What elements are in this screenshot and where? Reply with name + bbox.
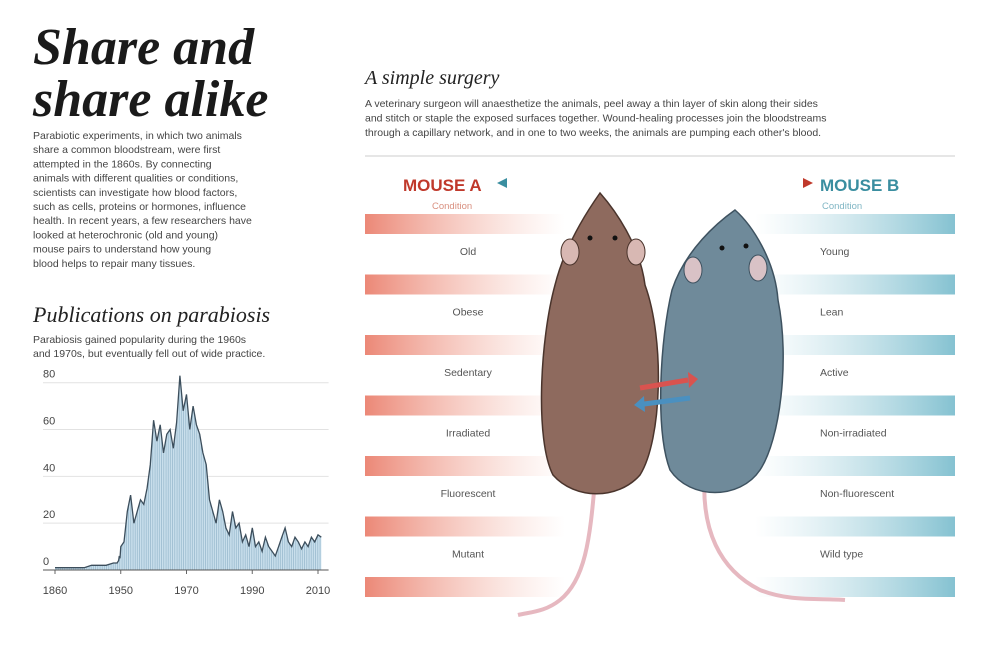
intro-line: blood helps to repair many tissues. <box>33 258 195 270</box>
mouse-a-condition: Mutant <box>452 549 484 561</box>
mouse-b-drawing <box>659 209 846 602</box>
band <box>755 335 955 355</box>
mouse-b-subtitle: Condition <box>822 201 862 212</box>
line <box>55 375 322 569</box>
mouse-a-drawing <box>517 191 660 617</box>
area <box>55 375 322 570</box>
band <box>365 456 565 476</box>
mouse-b-condition: Active <box>820 367 849 379</box>
intro-line: share a common bloodstream, were first <box>33 144 220 156</box>
band <box>365 516 565 537</box>
band <box>755 456 955 476</box>
intro-line: animals with different qualities or cond… <box>33 173 238 185</box>
band <box>755 395 955 416</box>
chart-subtitle-line: and 1970s, but eventually fell out of wi… <box>33 348 265 360</box>
mouse-a-condition: Irradiated <box>446 428 491 440</box>
y-tick-label: 20 <box>43 509 55 521</box>
band <box>755 274 955 295</box>
mouse-a-condition: Obese <box>453 307 484 319</box>
band <box>755 516 955 537</box>
y-tick-label: 40 <box>43 462 55 474</box>
mouse-a-subtitle: Condition <box>432 201 472 212</box>
mouse-b-condition: Wild type <box>820 549 863 561</box>
intro-line: mouse pairs to understand how young <box>33 244 211 256</box>
intro-line: scientists can investigate how blood fac… <box>33 187 237 199</box>
x-tick-label: 2010 <box>306 585 330 597</box>
intro-line: looked at heterochronic (old and young) <box>33 229 218 241</box>
blood-arrows <box>634 372 698 412</box>
mouse-a-condition: Fluorescent <box>441 488 496 500</box>
mouse-a-condition: Old <box>460 246 477 258</box>
mouse-a-label: MOUSE A <box>403 176 482 195</box>
mouse-b-condition: Lean <box>820 307 844 319</box>
band <box>755 577 955 597</box>
surgery-line: through a capillary network, and in one … <box>365 127 821 139</box>
band <box>365 577 565 597</box>
y-tick-label: 60 <box>43 416 55 428</box>
bands <box>365 214 955 597</box>
band <box>365 335 565 355</box>
intro-line: Parabiotic experiments, in which two ani… <box>33 130 242 142</box>
intro: Parabiotic experiments, in which two ani… <box>33 130 252 270</box>
x-tick-label: 1860 <box>43 585 67 597</box>
x-tick-label: 1990 <box>240 585 264 597</box>
conditions: Old Obese Sedentary Irradiated Fluorescent Mu… <box>441 246 895 561</box>
band <box>365 274 565 295</box>
intro-line: health. In recent years, a few researche… <box>33 215 252 227</box>
y-tick-label: 80 <box>43 369 55 381</box>
intro-line: attempted in the 1860s. By connecting <box>33 158 212 170</box>
chart-title: Publications on parabiosis <box>32 302 270 327</box>
mouse-a-condition: Sedentary <box>444 367 493 379</box>
surgery-text: A veterinary surgeon will anaesthetize t… <box>365 98 827 139</box>
band <box>365 214 565 234</box>
mouse-b-condition: Non-fluorescent <box>820 488 894 500</box>
mouse-b-condition: Young <box>820 246 850 258</box>
chart-subtitle-line: Parabiosis gained popularity during the … <box>33 334 246 346</box>
intro-line: such as cells, proteins or hormones, inf… <box>33 201 246 213</box>
mouse-b-label: MOUSE B <box>820 176 899 195</box>
chart-subtitle: Parabiosis gained popularity during the … <box>33 334 265 360</box>
surgery-line: A veterinary surgeon will anaesthetize t… <box>365 98 818 110</box>
chart: 0 20 40 60 80 1860 1950 1970 1990 2010 <box>43 369 330 597</box>
arrow-head <box>803 178 813 188</box>
mouse-b-condition: Non-irradiated <box>820 428 887 440</box>
band <box>755 214 955 234</box>
y-tick-label: 0 <box>43 556 49 568</box>
x-tick-label: 1950 <box>109 585 133 597</box>
title: share alike <box>32 71 268 128</box>
title: Share and <box>33 19 255 76</box>
x-tick-label: 1970 <box>174 585 198 597</box>
surgery-title: A simple surgery <box>363 67 500 89</box>
surgery-line: and stitch or staple the exposed surface… <box>365 113 827 125</box>
arrow-head <box>497 178 507 188</box>
band <box>365 395 565 416</box>
